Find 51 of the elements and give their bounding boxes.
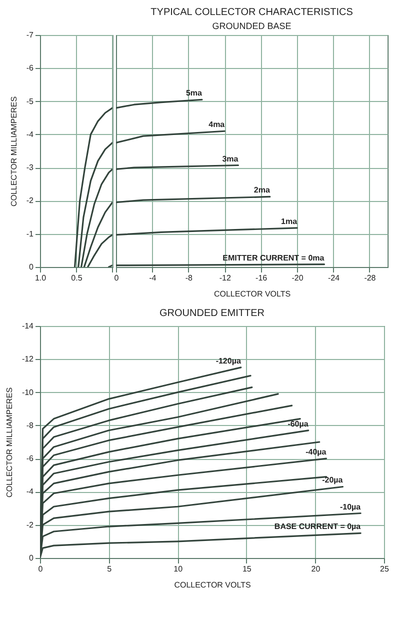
y-tick-label: -2	[26, 520, 34, 530]
series-label: 5ma	[186, 88, 203, 98]
y-tick-label: -6	[26, 64, 34, 73]
y-tick-label: -7	[26, 30, 34, 40]
x-tick-label: 1.0	[34, 274, 47, 282]
y-tick-label: -8	[26, 420, 34, 430]
x-tick-label: -12	[219, 274, 232, 282]
series-label: -20µa	[322, 476, 344, 485]
x-axis-title: COLLECTOR VOLTS	[174, 580, 251, 590]
x-tick-label: 0	[114, 274, 120, 282]
x-tick-label: -20	[292, 274, 304, 282]
x-tick-label: 20	[311, 564, 321, 574]
series-label: 3ma	[222, 154, 239, 164]
chart-title: GROUNDED EMITTER	[160, 308, 264, 319]
x-tick-label: -28	[364, 274, 376, 282]
y-axis-title: COLLECTOR MILLIAMPERES	[4, 387, 14, 498]
series-label: 1ma	[281, 216, 298, 226]
x-tick-label: 0	[38, 564, 44, 574]
x-tick-label: 10	[174, 564, 184, 574]
y-tick-label: 0	[29, 554, 34, 562]
chart-subtitle: GROUNDED BASE	[212, 21, 292, 31]
y-tick-label: -6	[26, 454, 34, 464]
x-axis-title: COLLECTOR VOLTS	[214, 290, 291, 298]
y-tick-label: -12	[22, 354, 34, 364]
y-tick-label: -4	[26, 487, 34, 496]
series-label: -40µa	[306, 448, 327, 457]
x-tick-label: -4	[149, 274, 157, 282]
y-tick-label: -3	[26, 163, 34, 172]
chart-title: TYPICAL COLLECTOR CHARACTERISTICS	[150, 7, 354, 18]
y-tick-label: -4	[26, 130, 34, 139]
series-label: -120µa	[216, 356, 242, 366]
series-label: EMITTER CURRENT = 0ma	[222, 253, 325, 262]
y-tick-label: -1	[26, 229, 34, 238]
x-tick-label: -8	[185, 274, 194, 282]
y-tick-label: -10	[22, 388, 34, 397]
y-tick-label: -14	[22, 322, 34, 330]
y-tick-label: 0	[29, 262, 34, 272]
x-tick-label: -24	[328, 274, 340, 282]
x-tick-label: -16	[256, 274, 268, 282]
series-label: 2ma	[254, 186, 270, 195]
y-tick-label: -5	[26, 96, 34, 106]
series-label: -10µa	[340, 502, 362, 512]
y-tick-label: -2	[26, 196, 34, 206]
x-tick-label: 0.5	[71, 274, 83, 282]
series-label: -60µa	[288, 419, 309, 428]
y-axis-title: COLLECTOR MILLIAMPERES	[9, 96, 18, 207]
x-tick-label: 15	[242, 564, 252, 574]
x-tick-label: 5	[107, 564, 112, 574]
x-tick-label: 25	[380, 564, 390, 574]
series-label: BASE CURRENT = 0µa	[274, 522, 362, 532]
series-label: 4ma	[208, 120, 226, 130]
